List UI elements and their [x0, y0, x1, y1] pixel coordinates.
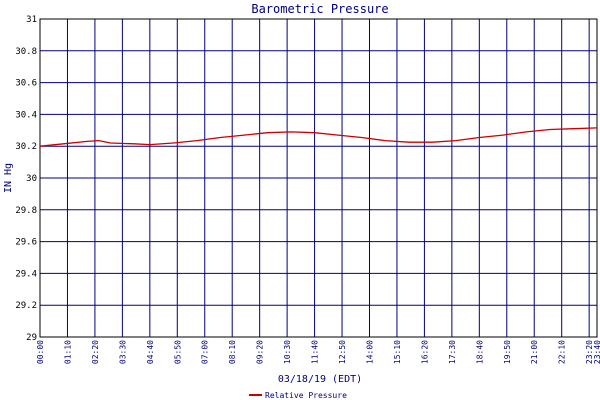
y-tick-label: 30: [26, 174, 37, 184]
x-tick-label: 09:20: [256, 340, 265, 364]
x-tick-label: 15:10: [393, 340, 402, 364]
y-tick-label: 31: [26, 15, 37, 25]
x-tick-labels: 00:00 01:10 02:20 03:30 04:40 05:50 07:00 08:10…: [36, 340, 600, 364]
chart-title: Barometric Pressure: [251, 2, 388, 16]
x-tick-label: 23:40: [593, 340, 600, 364]
x-tick-label: 18:40: [475, 340, 484, 364]
legend-label-relative-pressure: Relative Pressure: [265, 391, 347, 400]
x-tick-label: 22:10: [558, 340, 567, 364]
x-tick-label: 02:20: [91, 340, 100, 364]
x-tick-label: 11:40: [311, 340, 320, 364]
x-tick-label: 19:50: [503, 340, 512, 364]
y-tick-label: 29.8: [15, 206, 37, 216]
x-tick-label: 12:50: [338, 340, 347, 364]
y-tick-label: 29: [26, 333, 37, 343]
legend: Relative Pressure: [249, 391, 347, 400]
x-tick-label: 00:00: [36, 340, 45, 364]
x-tick-label: 04:40: [146, 340, 155, 364]
x-tick-label: 08:10: [228, 340, 237, 364]
x-tick-label: 17:30: [448, 340, 457, 364]
x-axis-label: 03/18/19 (EDT): [278, 374, 362, 385]
y-tick-label: 30.2: [15, 142, 37, 152]
series-line-relative-pressure: [39, 127, 598, 147]
y-axis-label: IN Hg: [3, 163, 14, 193]
grid: [39, 18, 598, 338]
y-tick-label: 30.4: [15, 110, 37, 120]
y-tick-labels: 29 29.2 29.4 29.6 29.8 30 30.2 30.4 30.6 30.8 31: [15, 15, 37, 343]
x-tick-label: 21:00: [530, 340, 539, 364]
y-tick-label: 29.2: [15, 301, 37, 311]
x-tick-label: 16:20: [420, 340, 429, 364]
plot-frame: [39, 18, 598, 338]
x-tick-label: 23:20: [585, 340, 594, 364]
y-tick-label: 30.8: [15, 47, 37, 57]
y-tick-label: 29.6: [15, 238, 37, 248]
y-tick-label: 29.4: [15, 269, 37, 279]
x-tick-label: 10:30: [283, 340, 292, 364]
x-tick-label: 01:10: [63, 340, 72, 364]
x-tick-label: 14:00: [365, 340, 374, 364]
series-layer: [39, 127, 598, 147]
x-tick-label: 07:00: [201, 340, 210, 364]
x-tick-label: 03:30: [118, 340, 127, 364]
x-tick-label: 05:50: [173, 340, 182, 364]
y-tick-label: 30.6: [15, 79, 37, 89]
